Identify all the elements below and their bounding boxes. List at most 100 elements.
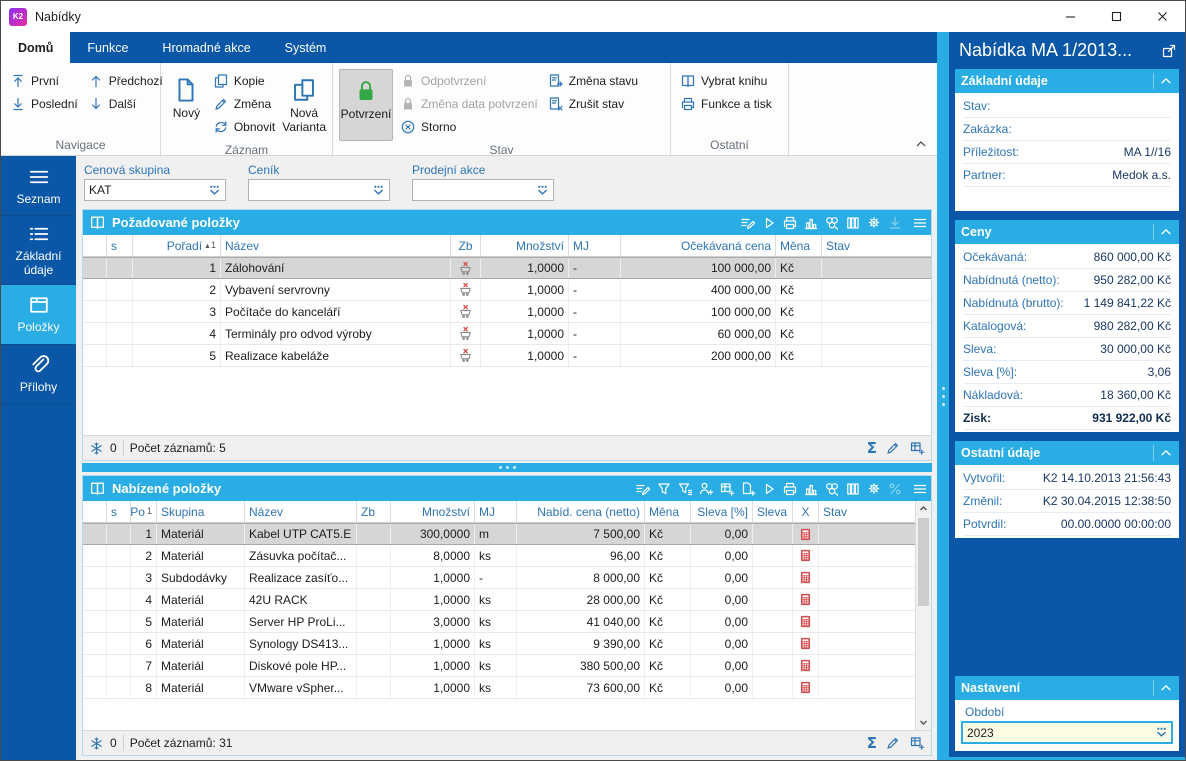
collapse-chevron-icon[interactable] (1159, 681, 1173, 695)
col-stav[interactable]: Stav (826, 238, 851, 253)
col-stav[interactable]: Stav (823, 504, 848, 519)
combo-dropdown-icon[interactable] (371, 183, 386, 198)
columns-icon[interactable] (844, 480, 862, 498)
edit-script-icon[interactable] (634, 480, 652, 498)
col-x[interactable]: X (793, 501, 819, 522)
col-sleva-pct[interactable]: Sleva [%] (691, 501, 753, 522)
col-mnozstvi[interactable]: Množství (481, 235, 569, 256)
col-zb[interactable]: Zb (451, 235, 481, 256)
combo-dropdown-icon[interactable] (1154, 725, 1169, 740)
unconfirm-button[interactable]: Odpotvrzení (395, 71, 543, 91)
change-status-button[interactable]: Změna stavu (543, 71, 643, 91)
table-row[interactable]: 1 Zálohování 1,0000 - 100 000,00 Kč (83, 257, 931, 279)
col-mj[interactable]: MJ (475, 501, 517, 522)
sidebar-item-seznam[interactable]: Seznam (1, 156, 76, 216)
scroll-thumb[interactable] (918, 518, 929, 606)
edit-script-icon[interactable] (739, 214, 757, 232)
collapse-chevron-icon[interactable] (1159, 446, 1173, 460)
table-row[interactable]: 6 Materiál Synology DS413... 1,0000 ks 9… (83, 633, 931, 655)
sidebar-item-zakladni-udaje[interactable]: Základní údaje (1, 216, 76, 285)
add-person-icon[interactable] (697, 480, 715, 498)
table-row[interactable]: 5 Realizace kabeláže 1,0000 - 200 000,00… (83, 345, 931, 367)
sidebar-item-prilohy[interactable]: Přílohy (1, 345, 76, 405)
table-row[interactable]: 8 Materiál VMware vSpher... 1,0000 ks 73… (83, 677, 931, 699)
table-row[interactable]: 4 Materiál 42U RACK 1,0000 ks 28 000,00 … (83, 589, 931, 611)
copy-button[interactable]: Kopie (208, 71, 280, 91)
ribbon-collapse-chevron-icon[interactable] (913, 137, 929, 151)
col-mnozstvi[interactable]: Množství (391, 501, 475, 522)
sum-sigma-icon[interactable]: Σ (866, 439, 877, 457)
panel-menu-icon[interactable] (911, 480, 929, 498)
period-combo[interactable]: 2023 (961, 721, 1173, 744)
new-variant-button[interactable]: Nová Varianta (282, 69, 326, 141)
minimize-button[interactable] (1047, 1, 1093, 32)
vertical-splitter[interactable] (937, 32, 949, 760)
col-mena[interactable]: Měna (776, 235, 822, 256)
col-s[interactable]: s (107, 501, 131, 522)
add-document-icon[interactable] (739, 480, 757, 498)
confirm-button[interactable]: Potvrzení (339, 69, 393, 141)
col-poradi[interactable]: Pořadí ▲ 1 (133, 235, 221, 256)
tab-hromadne-akce[interactable]: Hromadné akce (162, 40, 251, 55)
columns-icon[interactable] (844, 214, 862, 232)
snowflake-icon[interactable] (89, 441, 104, 456)
col-nabid-cena[interactable]: Nabíd. cena (netto) (517, 501, 645, 522)
select-book-button[interactable]: Vybrat knihu (675, 71, 777, 91)
first-button[interactable]: První (5, 71, 83, 91)
combo-dropdown-icon[interactable] (207, 183, 222, 198)
prev-button[interactable]: Předchozí (83, 71, 168, 91)
table-row[interactable]: 7 Materiál Diskové pole HP... 1,0000 ks … (83, 655, 931, 677)
print-icon[interactable] (781, 480, 799, 498)
filter-icon[interactable] (655, 480, 673, 498)
change-confirm-date-button[interactable]: Změna data potvrzení (395, 94, 543, 114)
pricelist-combo[interactable] (248, 179, 390, 201)
storno-button[interactable]: Storno (395, 117, 543, 137)
scroll-up-icon[interactable] (916, 501, 931, 516)
table-row[interactable]: 3 Subdodávky Realizace zasíťo... 1,0000 … (83, 567, 931, 589)
table-row[interactable]: 4 Terminály pro odvod výroby 1,0000 - 60… (83, 323, 931, 345)
tab-funkce[interactable]: Funkce (87, 40, 129, 55)
process-icon[interactable] (823, 480, 841, 498)
filter-advanced-icon[interactable] (676, 480, 694, 498)
combo-dropdown-icon[interactable] (535, 183, 550, 198)
col-sleva[interactable]: Sleva (753, 501, 793, 522)
scroll-down-icon[interactable] (916, 715, 931, 730)
run-icon[interactable] (760, 214, 778, 232)
quick-edit-icon[interactable] (885, 440, 901, 456)
table-row[interactable]: 2 Materiál Zásuvka počítač... 8,0000 ks … (83, 545, 931, 567)
cancel-status-button[interactable]: Zrušit stav (543, 94, 643, 114)
settings-gear-icon[interactable] (865, 214, 883, 232)
table-row[interactable]: 1 Materiál Kabel UTP CAT5.E 300,0000 m 7… (83, 523, 931, 545)
next-button[interactable]: Další (83, 94, 168, 114)
change-button[interactable]: Změna (208, 94, 280, 114)
horizontal-splitter[interactable] (82, 463, 932, 472)
col-zb[interactable]: Zb (357, 501, 391, 522)
col-po[interactable]: Po 1 (131, 501, 157, 522)
add-grid-icon[interactable] (909, 735, 925, 751)
table-row[interactable]: 3 Počítače do kanceláří 1,0000 - 100 000… (83, 301, 931, 323)
price-group-combo[interactable]: KAT (84, 179, 226, 201)
panel-menu-icon[interactable] (911, 214, 929, 232)
maximize-button[interactable] (1093, 1, 1139, 32)
tab-system[interactable]: Systém (284, 40, 327, 55)
collapse-chevron-icon[interactable] (1159, 225, 1173, 239)
open-external-icon[interactable] (1161, 43, 1177, 59)
collapse-chevron-icon[interactable] (1159, 74, 1173, 88)
refresh-button[interactable]: Obnovit (208, 117, 280, 137)
add-grid-icon[interactable] (718, 480, 736, 498)
last-button[interactable]: Poslední (5, 94, 83, 114)
sum-sigma-icon[interactable]: Σ (866, 734, 877, 752)
col-nazev[interactable]: Název (245, 501, 357, 522)
col-ocekavana-cena[interactable]: Očekávaná cena (621, 235, 776, 256)
sidebar-item-polozky[interactable]: Položky (1, 284, 76, 345)
close-button[interactable] (1139, 1, 1185, 32)
print-icon[interactable] (781, 214, 799, 232)
process-icon[interactable] (823, 214, 841, 232)
new-button[interactable]: Nový (167, 69, 206, 141)
chart-icon[interactable] (802, 480, 820, 498)
tab-domu[interactable]: Domů (1, 32, 71, 63)
add-grid-icon[interactable] (909, 440, 925, 456)
vertical-scrollbar[interactable] (915, 501, 931, 730)
snowflake-icon[interactable] (89, 736, 104, 751)
col-skupina[interactable]: Skupina (157, 501, 245, 522)
